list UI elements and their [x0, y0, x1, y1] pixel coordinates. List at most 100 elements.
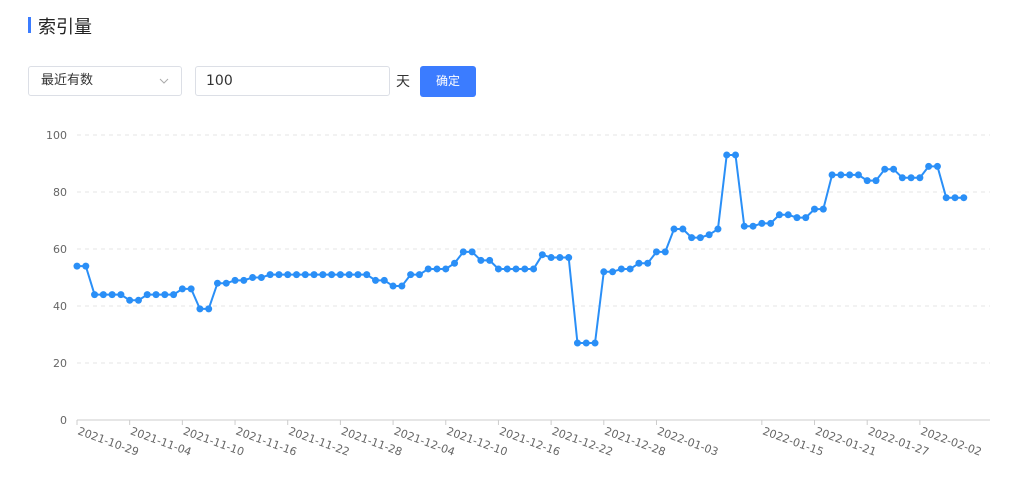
- data-point: [398, 282, 406, 290]
- data-point: [688, 234, 696, 242]
- data-point: [600, 268, 608, 276]
- data-point: [257, 274, 265, 281]
- data-point: [354, 271, 362, 279]
- data-point: [609, 268, 617, 276]
- data-point: [538, 251, 546, 259]
- data-point: [91, 291, 99, 299]
- data-point: [117, 291, 125, 299]
- data-point: [433, 265, 441, 273]
- data-point: [635, 259, 643, 267]
- data-point: [837, 171, 845, 179]
- data-point: [530, 265, 538, 273]
- data-point: [811, 205, 819, 213]
- data-point: [714, 225, 722, 233]
- data-point: [617, 265, 625, 273]
- data-point: [960, 194, 968, 202]
- data-point: [521, 265, 529, 273]
- data-point: [293, 271, 300, 279]
- data-point: [556, 254, 564, 262]
- data-point: [767, 219, 775, 227]
- data-point: [565, 254, 573, 262]
- data-point: [328, 271, 336, 279]
- data-point: [170, 291, 178, 299]
- data-point: [819, 205, 827, 213]
- data-point: [152, 291, 160, 299]
- y-tick-label: 0: [60, 414, 67, 427]
- data-point: [925, 162, 933, 170]
- data-point: [951, 194, 959, 202]
- y-tick-label: 100: [46, 129, 67, 142]
- data-point: [828, 171, 836, 179]
- data-point: [310, 271, 318, 279]
- data-point: [494, 265, 502, 273]
- chart: 0204060801002021-10-292021-11-042021-11-…: [46, 129, 990, 459]
- data-point: [424, 265, 432, 273]
- data-point: [240, 276, 248, 284]
- x-tick-label: 2022-01-03: [655, 425, 720, 459]
- data-point: [415, 271, 423, 279]
- data-point: [99, 291, 107, 299]
- data-point: [459, 248, 467, 256]
- data-point: [626, 265, 634, 273]
- data-point: [442, 265, 450, 273]
- data-point: [732, 151, 739, 159]
- data-point: [881, 165, 889, 173]
- data-point: [775, 211, 783, 219]
- data-point: [213, 279, 221, 287]
- y-tick-label: 80: [53, 186, 67, 199]
- data-point: [451, 259, 459, 267]
- data-point: [187, 285, 195, 293]
- data-point: [161, 291, 169, 299]
- data-point: [222, 279, 230, 287]
- data-point: [380, 276, 388, 284]
- data-point: [652, 248, 660, 256]
- data-point: [872, 177, 880, 185]
- data-point: [407, 271, 415, 279]
- data-point: [740, 222, 748, 230]
- data-point: [486, 256, 494, 264]
- data-point: [933, 162, 941, 170]
- y-tick-label: 40: [53, 300, 67, 313]
- data-point: [178, 285, 186, 293]
- data-point: [468, 248, 476, 256]
- data-point: [134, 296, 142, 304]
- data-point: [372, 276, 380, 284]
- days-input[interactable]: 100: [195, 66, 390, 96]
- x-tick-label: 2022-02-02: [919, 425, 984, 459]
- data-point: [231, 276, 239, 284]
- data-point: [907, 174, 915, 182]
- data-point: [749, 222, 757, 230]
- data-point: [275, 271, 283, 279]
- data-point: [512, 265, 520, 273]
- data-point: [846, 171, 854, 179]
- data-point: [890, 165, 898, 173]
- data-point: [196, 305, 204, 313]
- data-point: [108, 291, 116, 299]
- data-point: [679, 225, 687, 233]
- data-point: [863, 177, 871, 185]
- data-point: [591, 339, 599, 347]
- data-point: [82, 262, 90, 270]
- data-point: [582, 339, 590, 347]
- data-point: [284, 271, 292, 279]
- data-point: [363, 271, 371, 279]
- data-point: [916, 174, 924, 182]
- data-point: [266, 271, 274, 279]
- confirm-button[interactable]: 确定: [420, 66, 476, 97]
- data-point: [802, 214, 810, 222]
- data-point: [249, 274, 257, 281]
- data-point: [670, 225, 678, 233]
- data-point: [942, 194, 950, 202]
- data-point: [723, 151, 731, 159]
- data-point: [547, 254, 555, 262]
- data-point: [793, 214, 801, 222]
- data-point: [573, 339, 581, 347]
- data-point: [345, 271, 353, 279]
- data-point: [319, 271, 327, 279]
- page-title: 索引量: [38, 17, 92, 38]
- range-select[interactable]: 最近有数: [28, 66, 182, 96]
- data-point: [644, 259, 652, 267]
- data-point: [705, 231, 713, 239]
- data-point: [389, 282, 397, 290]
